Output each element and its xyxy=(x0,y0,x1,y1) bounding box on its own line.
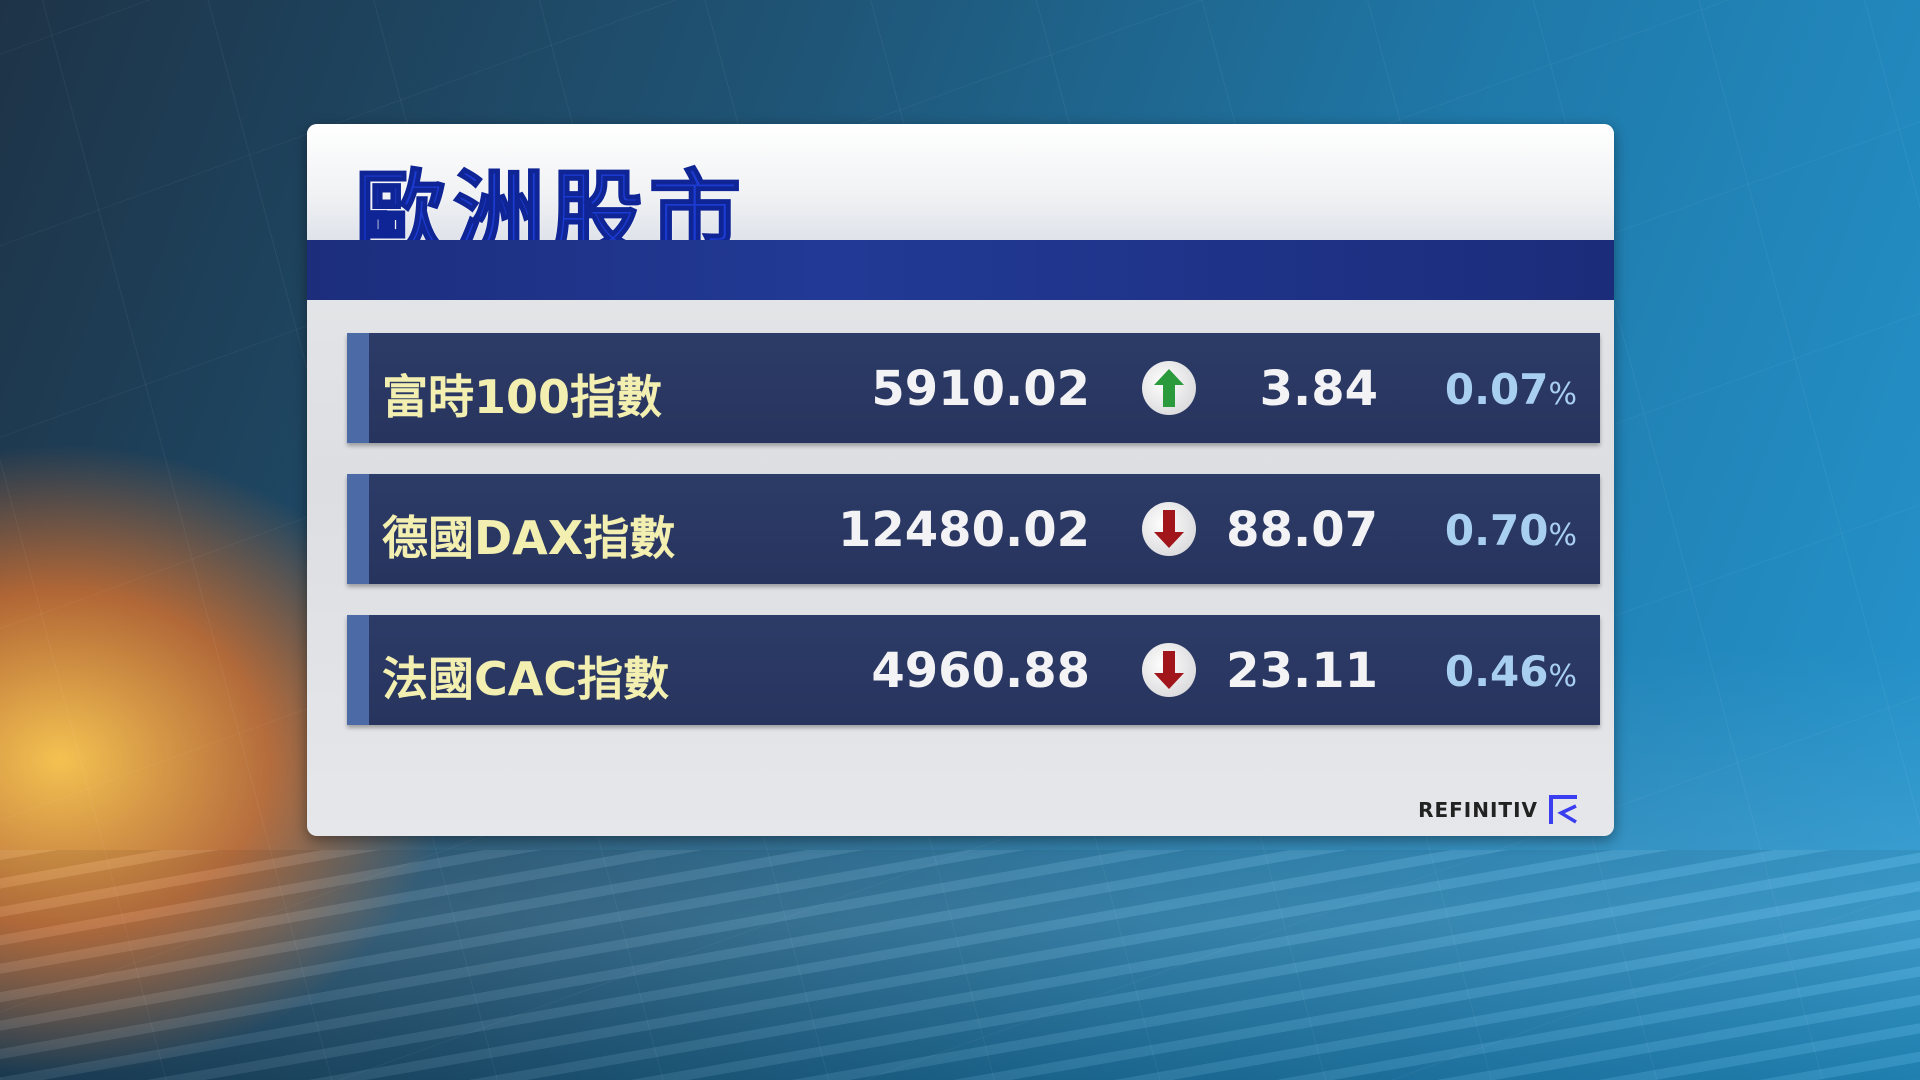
index-percent: 0.07% xyxy=(1445,365,1577,414)
percent-sign: % xyxy=(1548,377,1577,412)
panel-header: 歐洲股市 xyxy=(307,124,1614,269)
index-name: 富時100指數 xyxy=(382,370,663,424)
index-name: 法國CAC指數 xyxy=(382,652,670,706)
index-value: 5910.02 xyxy=(871,361,1090,417)
percent-value: 0.46 xyxy=(1444,647,1549,696)
row-accent xyxy=(347,615,369,725)
source-logo: REFINITIV xyxy=(1418,794,1580,826)
market-panel: 歐洲股市 富時100指數 5910.02 3.84 0.07% 德國DAX指數 … xyxy=(307,124,1614,836)
index-row: 富時100指數 5910.02 3.84 0.07% xyxy=(347,333,1600,443)
arrow-down-icon xyxy=(1142,643,1196,697)
percent-value: 0.07 xyxy=(1444,365,1549,414)
arrow-up-icon xyxy=(1142,361,1196,415)
row-accent xyxy=(347,474,369,584)
index-percent: 0.46% xyxy=(1445,647,1577,696)
index-value: 12480.02 xyxy=(837,502,1090,558)
index-percent: 0.70% xyxy=(1445,506,1577,555)
row-accent xyxy=(347,333,369,443)
index-change: 3.84 xyxy=(1259,361,1378,417)
index-change: 88.07 xyxy=(1226,502,1378,558)
background-floor xyxy=(0,850,1920,1080)
percent-sign: % xyxy=(1548,518,1577,553)
index-name: 德國DAX指數 xyxy=(382,511,676,565)
source-label: REFINITIV xyxy=(1418,798,1538,822)
index-row: 德國DAX指數 12480.02 88.07 0.70% xyxy=(347,474,1600,584)
index-value: 4960.88 xyxy=(871,643,1090,699)
percent-sign: % xyxy=(1548,659,1577,694)
arrow-down-icon xyxy=(1142,502,1196,556)
refinitiv-logo-icon xyxy=(1549,795,1577,824)
percent-value: 0.70 xyxy=(1444,506,1549,555)
index-change: 23.11 xyxy=(1226,643,1378,699)
header-band xyxy=(307,240,1614,300)
index-row: 法國CAC指數 4960.88 23.11 0.46% xyxy=(347,615,1600,725)
